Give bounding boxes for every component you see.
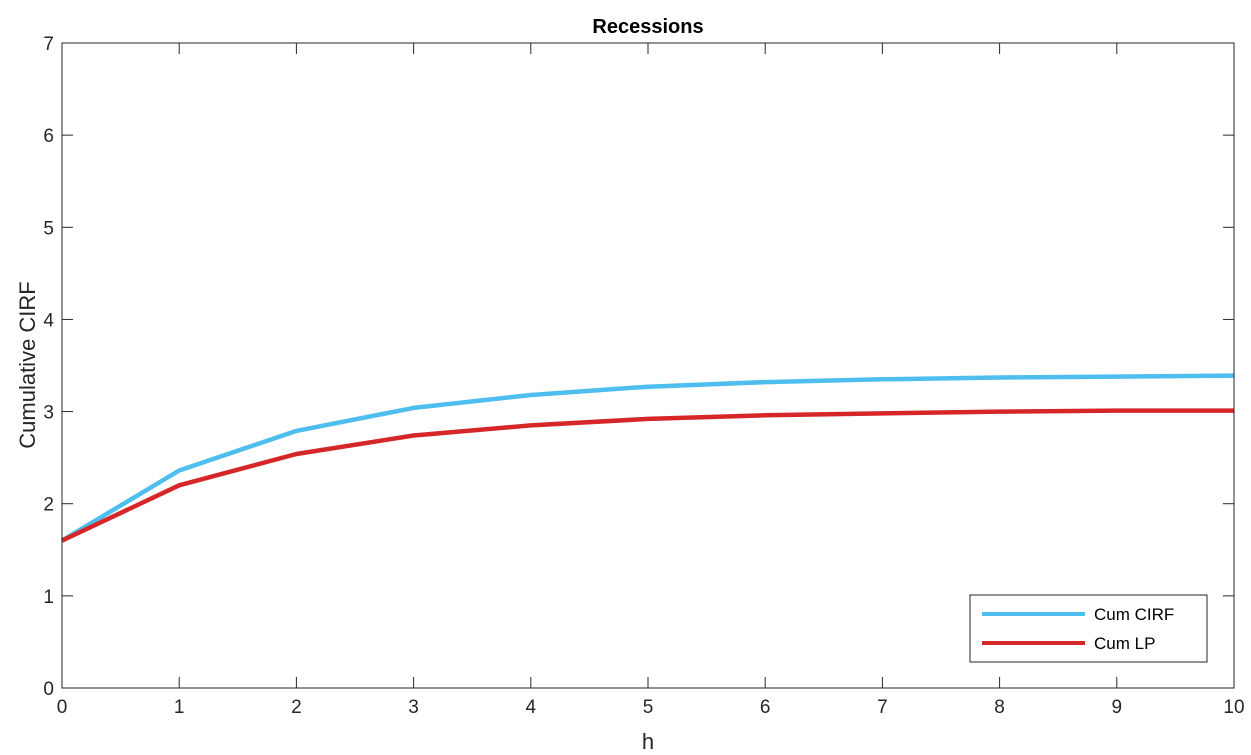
y-tick-label: 3	[43, 403, 54, 424]
x-tick-label: 5	[643, 697, 654, 718]
y-tick-label: 4	[43, 310, 54, 331]
y-tick-label: 0	[43, 679, 54, 700]
y-axis-title: Cumulative CIRF	[15, 281, 40, 448]
legend-label-cum-cirf: Cum CIRF	[1094, 605, 1174, 624]
legend-label-cum-lp: Cum LP	[1094, 634, 1155, 653]
y-tick-label: 2	[43, 495, 54, 516]
y-tick-label: 1	[43, 587, 54, 608]
x-axis-ticks: 0 1 2 3 4 5 6 7 8 9 10	[57, 43, 1245, 718]
y-tick-label: 5	[43, 218, 54, 239]
y-tick-label: 7	[43, 34, 54, 55]
chart-title: Recessions	[592, 16, 703, 38]
series-line-cum-lp	[61, 408, 1234, 543]
x-tick-label: 10	[1223, 697, 1244, 718]
y-axis-ticks: 0 1 2 3 4 5 6 7	[43, 34, 1234, 700]
x-tick-label: 9	[1112, 697, 1123, 718]
series-line-cum-cirf	[60, 373, 1235, 543]
legend: Cum CIRF Cum LP	[969, 594, 1208, 663]
x-tick-label: 6	[760, 697, 771, 718]
series-layer	[60, 373, 1235, 543]
legend-box	[969, 594, 1208, 663]
x-tick-label: 1	[174, 697, 185, 718]
x-axis-title: h	[642, 729, 654, 754]
x-tick-label: 7	[877, 697, 888, 718]
plot-area	[62, 43, 1234, 688]
x-tick-label: 8	[994, 697, 1005, 718]
y-tick-label: 6	[43, 126, 54, 147]
x-tick-label: 0	[57, 697, 68, 718]
x-tick-label: 2	[291, 697, 302, 718]
axes-box	[61, 42, 1235, 689]
x-tick-label: 3	[408, 697, 419, 718]
x-tick-label: 4	[526, 697, 537, 718]
